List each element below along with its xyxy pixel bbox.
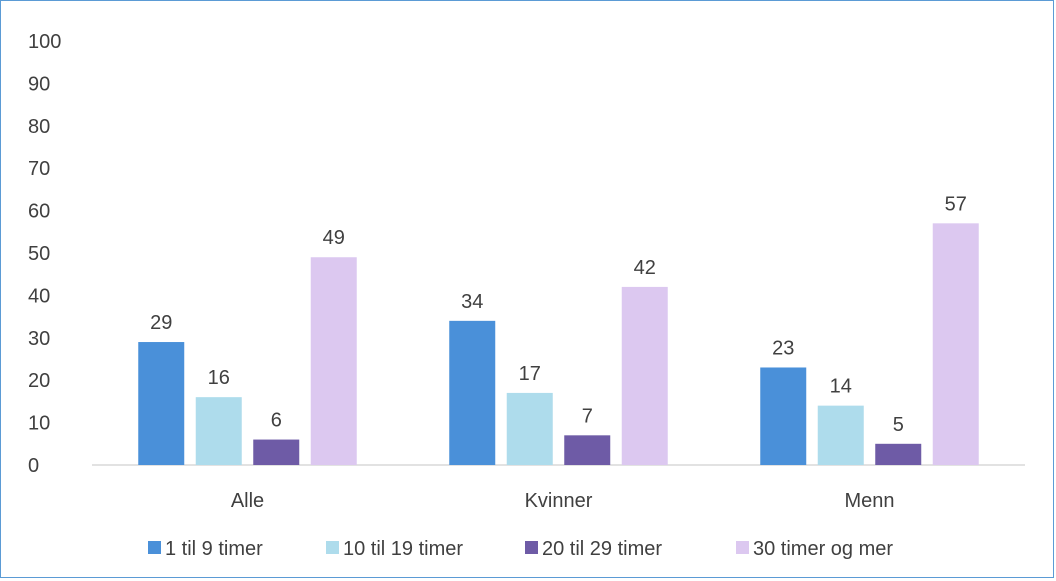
data-label: 42 <box>634 257 656 279</box>
bar <box>621 286 668 465</box>
legend-label: 20 til 29 timer <box>542 538 662 560</box>
y-tick-label: 90 <box>28 73 50 95</box>
data-label: 7 <box>582 405 593 427</box>
legend-swatch <box>736 541 749 554</box>
y-axis-ticks: 0 10 20 30 40 50 60 70 80 90 100 <box>28 31 61 477</box>
bar <box>195 397 242 465</box>
category-label: Menn <box>844 490 894 512</box>
data-label: 49 <box>323 227 345 249</box>
bars <box>138 223 979 465</box>
legend-label: 30 timer og mer <box>753 538 893 560</box>
bar <box>760 367 807 465</box>
bar <box>449 320 496 465</box>
bar <box>310 257 357 465</box>
y-tick-label: 70 <box>28 158 50 180</box>
data-label: 16 <box>208 367 230 389</box>
data-labels: 29 16 6 49 34 17 7 42 23 14 5 57 <box>150 193 967 435</box>
bar <box>564 435 611 465</box>
y-tick-label: 60 <box>28 201 50 223</box>
data-label: 17 <box>519 363 541 385</box>
category-label: Alle <box>231 490 264 512</box>
data-label: 6 <box>271 410 282 432</box>
y-tick-label: 40 <box>28 285 50 307</box>
legend-swatch <box>525 541 538 554</box>
y-tick-label: 0 <box>28 455 39 477</box>
data-label: 34 <box>461 291 483 313</box>
y-tick-label: 50 <box>28 243 50 265</box>
bar <box>138 342 185 465</box>
legend-label: 10 til 19 timer <box>343 538 463 560</box>
category-labels: Alle Kvinner Menn <box>231 490 895 512</box>
y-tick-label: 30 <box>28 328 50 350</box>
legend: 1 til 9 timer 10 til 19 timer 20 til 29 ti… <box>148 538 893 560</box>
bar <box>253 439 300 465</box>
y-tick-label: 10 <box>28 413 50 435</box>
y-tick-label: 80 <box>28 116 50 138</box>
bar <box>932 223 979 465</box>
legend-swatch <box>148 541 161 554</box>
bar <box>817 405 864 465</box>
bar <box>875 443 922 465</box>
data-label: 5 <box>893 414 904 436</box>
data-label: 14 <box>830 376 852 398</box>
data-label: 29 <box>150 312 172 334</box>
data-label: 57 <box>945 193 967 215</box>
data-label: 23 <box>772 337 794 359</box>
category-label: Kvinner <box>525 490 593 512</box>
legend-swatch <box>326 541 339 554</box>
y-tick-label: 20 <box>28 370 50 392</box>
bar <box>506 392 553 465</box>
legend-label: 1 til 9 timer <box>165 538 263 560</box>
y-tick-label: 100 <box>28 31 61 53</box>
